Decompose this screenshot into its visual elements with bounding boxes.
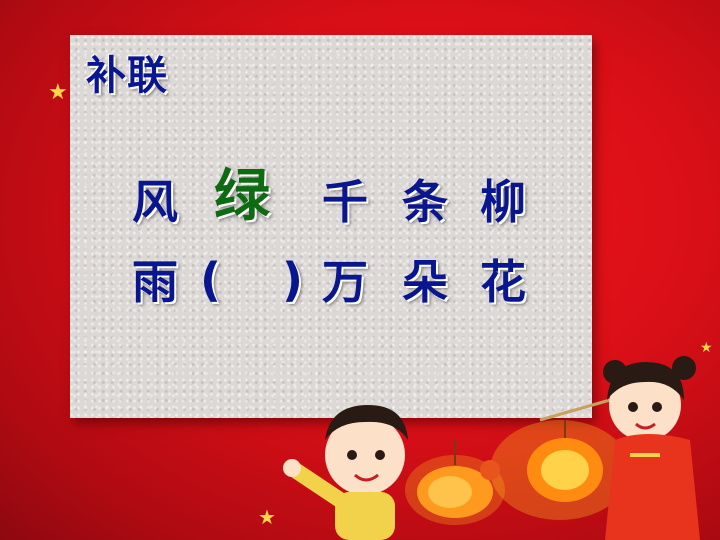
- couplet-char: 朵: [402, 255, 448, 309]
- open-paren: (: [200, 253, 222, 307]
- rooster-lantern: [417, 440, 500, 518]
- couplet-char: 风: [132, 175, 178, 229]
- couplet-line-1: 风 绿 千 条 柳: [70, 169, 592, 233]
- girl-figure: [603, 356, 700, 540]
- star-icon: ★: [48, 80, 68, 105]
- couplet-panel: 补联 风 绿 千 条 柳 雨 ( ) 万 朵 花: [70, 35, 592, 418]
- couplet-char: 柳: [480, 175, 526, 229]
- boy-figure: [283, 405, 408, 540]
- couplet-char: 条: [402, 175, 448, 229]
- star-icon: ★: [258, 505, 276, 529]
- couplet-line-2: 雨 ( ) 万 朵 花: [70, 253, 592, 313]
- couplet-char: 雨: [132, 255, 178, 309]
- couplet-char: 万: [322, 255, 368, 309]
- page-title: 补联: [86, 53, 168, 99]
- highlight-char: 绿: [214, 164, 270, 229]
- star-icon: ★: [700, 340, 713, 356]
- couplet-char: 千: [322, 175, 368, 229]
- close-paren: ): [282, 253, 304, 307]
- couplet-char: 花: [480, 255, 526, 309]
